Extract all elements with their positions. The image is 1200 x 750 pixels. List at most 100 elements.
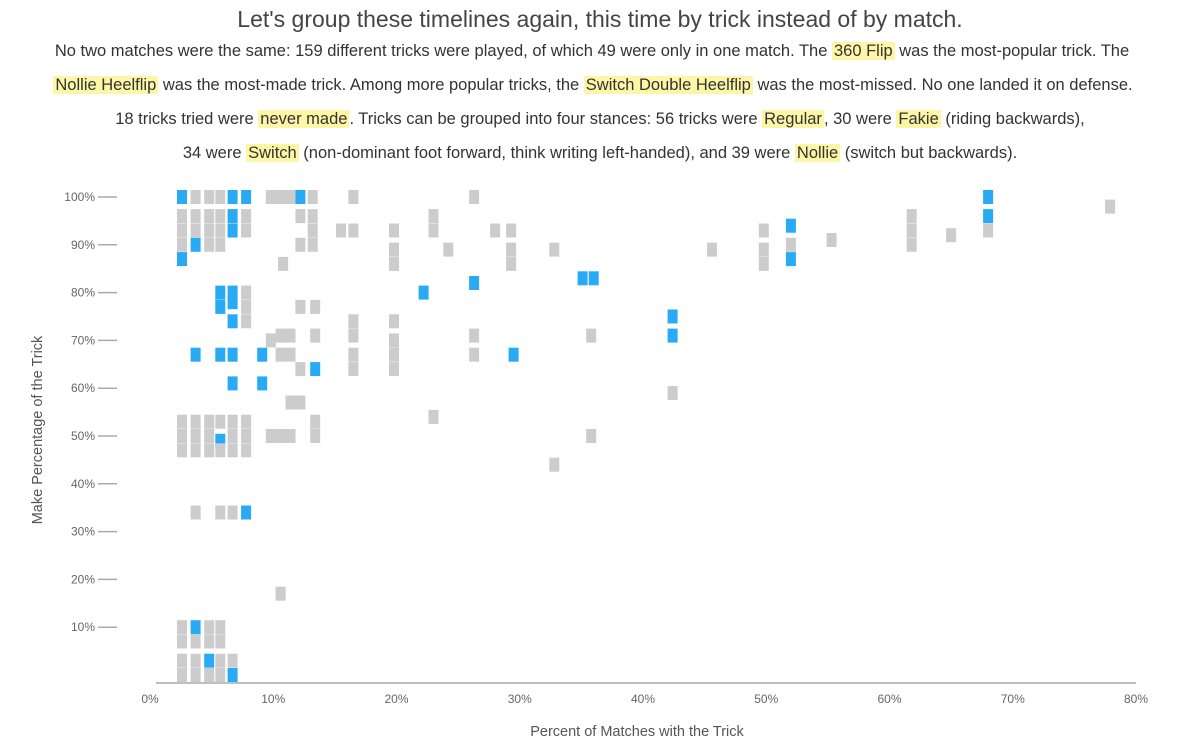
trick-point[interactable]: [177, 252, 187, 267]
trick-point[interactable]: [215, 443, 226, 458]
trick-point[interactable]: [265, 429, 276, 443]
trick-point[interactable]: [204, 634, 215, 649]
trick-point[interactable]: [389, 223, 399, 238]
trick-point[interactable]: [257, 347, 268, 362]
highlight-nollie[interactable]: Nollie: [794, 144, 841, 162]
trick-point[interactable]: [348, 314, 359, 329]
trick-point[interactable]: [490, 223, 501, 238]
trick-point[interactable]: [190, 620, 201, 635]
trick-point[interactable]: [295, 237, 306, 252]
trick-point[interactable]: [508, 347, 519, 362]
trick-point[interactable]: [310, 328, 321, 343]
trick-point[interactable]: [227, 376, 238, 391]
highlight-switch-double-heelflip[interactable]: Switch Double Heelflip: [583, 76, 753, 94]
trick-point[interactable]: [785, 218, 796, 233]
trick-point[interactable]: [177, 429, 187, 443]
trick-point[interactable]: [190, 190, 201, 204]
trick-point[interactable]: [204, 668, 215, 682]
trick-point[interactable]: [215, 668, 226, 682]
trick-point[interactable]: [906, 237, 917, 252]
trick-point[interactable]: [241, 223, 252, 238]
trick-point[interactable]: [215, 653, 226, 668]
trick-point[interactable]: [177, 223, 187, 238]
trick-point[interactable]: [227, 443, 238, 458]
trick-point[interactable]: [204, 237, 215, 252]
trick-point[interactable]: [177, 237, 187, 252]
highlight-regular[interactable]: Regular: [762, 110, 824, 128]
trick-point[interactable]: [227, 285, 238, 300]
trick-point[interactable]: [215, 209, 226, 224]
trick-point[interactable]: [469, 328, 480, 343]
trick-point[interactable]: [389, 362, 399, 377]
trick-point[interactable]: [1105, 199, 1116, 214]
trick-point[interactable]: [204, 190, 215, 204]
trick-point[interactable]: [389, 347, 399, 362]
trick-point[interactable]: [348, 223, 359, 238]
highlight-fakie[interactable]: Fakie: [896, 110, 941, 128]
trick-point[interactable]: [307, 237, 318, 252]
trick-point[interactable]: [190, 668, 201, 682]
trick-point[interactable]: [257, 376, 268, 391]
highlight-switch[interactable]: Switch: [246, 144, 299, 162]
trick-point[interactable]: [190, 653, 201, 668]
trick-point[interactable]: [549, 457, 560, 472]
trick-point[interactable]: [265, 333, 276, 348]
trick-point[interactable]: [295, 299, 306, 314]
trick-point[interactable]: [983, 209, 994, 224]
trick-point[interactable]: [983, 223, 994, 238]
trick-point[interactable]: [906, 209, 917, 224]
trick-point[interactable]: [295, 190, 306, 204]
trick-point[interactable]: [190, 443, 201, 458]
trick-point[interactable]: [278, 256, 289, 271]
trick-point[interactable]: [588, 271, 599, 286]
trick-point[interactable]: [215, 237, 226, 252]
trick-point[interactable]: [275, 586, 286, 601]
trick-point[interactable]: [275, 190, 286, 204]
trick-point[interactable]: [336, 223, 346, 238]
trick-point[interactable]: [215, 620, 226, 635]
trick-point[interactable]: [586, 328, 597, 343]
trick-point[interactable]: [758, 223, 769, 238]
trick-point[interactable]: [428, 409, 439, 424]
highlight-nollie-heelflip[interactable]: Nollie Heelflip: [53, 76, 159, 94]
trick-point[interactable]: [295, 362, 306, 377]
trick-point[interactable]: [215, 634, 226, 649]
trick-point[interactable]: [469, 276, 480, 290]
trick-point[interactable]: [190, 505, 201, 520]
trick-point[interactable]: [177, 653, 187, 668]
trick-point[interactable]: [586, 429, 597, 443]
trick-point[interactable]: [577, 271, 588, 286]
trick-point[interactable]: [307, 190, 318, 204]
trick-point[interactable]: [215, 299, 226, 314]
trick-point[interactable]: [285, 190, 296, 204]
trick-point[interactable]: [307, 223, 318, 238]
trick-point[interactable]: [549, 242, 560, 257]
trick-point[interactable]: [983, 190, 994, 204]
trick-point[interactable]: [204, 414, 215, 429]
trick-point[interactable]: [389, 333, 399, 348]
trick-point[interactable]: [428, 209, 439, 224]
trick-point[interactable]: [758, 242, 769, 257]
trick-point[interactable]: [310, 362, 321, 377]
trick-point[interactable]: [177, 634, 187, 649]
trick-point[interactable]: [469, 190, 480, 204]
trick-point[interactable]: [190, 209, 201, 224]
trick-point[interactable]: [241, 443, 252, 458]
trick-point[interactable]: [785, 252, 796, 267]
trick-point[interactable]: [177, 620, 187, 635]
trick-point[interactable]: [758, 256, 769, 271]
trick-point[interactable]: [348, 190, 359, 204]
trick-point[interactable]: [215, 223, 226, 238]
trick-point[interactable]: [285, 429, 296, 443]
trick-point[interactable]: [177, 209, 187, 224]
trick-point[interactable]: [241, 314, 252, 329]
trick-point[interactable]: [190, 237, 201, 252]
highlight-360-flip[interactable]: 360 Flip: [831, 42, 895, 60]
trick-point[interactable]: [204, 620, 215, 635]
trick-point[interactable]: [215, 505, 226, 520]
trick-point[interactable]: [707, 242, 717, 257]
trick-point[interactable]: [285, 347, 296, 362]
trick-point[interactable]: [428, 223, 439, 238]
trick-point[interactable]: [177, 190, 187, 204]
trick-point[interactable]: [204, 223, 215, 238]
